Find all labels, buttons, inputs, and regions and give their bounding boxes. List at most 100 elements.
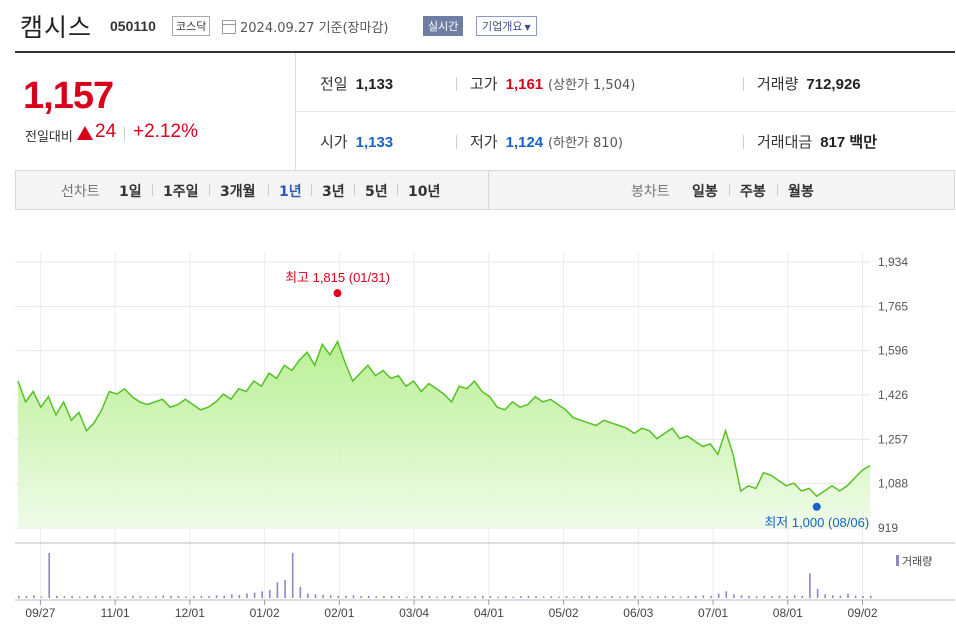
price-line (17, 339, 871, 498)
volume-bar (520, 596, 522, 598)
volume: 거래량 712,926 (757, 73, 861, 94)
volume-bar (56, 595, 58, 599)
volume-bar (124, 596, 127, 598)
volume-bar (801, 595, 804, 599)
high-label: 고가 (470, 75, 498, 93)
volume-bar (527, 595, 530, 599)
tab-monthly-candle[interactable]: 월봉 (788, 184, 814, 200)
volume-bar (733, 594, 735, 598)
volume-bar (421, 595, 423, 599)
calendar-icon (222, 20, 236, 34)
tab-3m[interactable]: 3개월 (220, 184, 256, 200)
tab-group-divider (488, 171, 489, 209)
volume-bar (147, 596, 149, 598)
volume-bar (291, 553, 294, 598)
x-tick-label: 12/01 (175, 606, 205, 620)
tab-daily-candle[interactable]: 일봉 (692, 184, 718, 200)
volume-bar (345, 595, 347, 599)
volume-bar (238, 594, 241, 599)
x-tick-label: 04/01 (474, 606, 504, 620)
x-tick-label: 09/27 (25, 606, 55, 620)
company-overview-button[interactable]: 기업개요 ▼ (476, 16, 537, 36)
volume-bar (246, 593, 248, 598)
volume-bar (116, 596, 119, 598)
stock-code: 050110 (110, 18, 156, 34)
min-marker (812, 502, 821, 511)
tab-1d[interactable]: 1일 (119, 184, 142, 200)
volume-bar (269, 589, 271, 598)
tab-weekly-candle[interactable]: 주봉 (740, 184, 766, 200)
tab-5y[interactable]: 5년 (365, 184, 388, 200)
quote-panel: 1,157 전일대비 24 +2.12% 전일 1,133 고가 1,161 (상한… (15, 51, 955, 171)
volume-bar (649, 596, 651, 598)
prev-close: 전일 1,133 (320, 73, 393, 94)
volume-bar (18, 595, 20, 599)
volume-bar (542, 596, 545, 598)
x-tick-label: 09/02 (848, 606, 878, 620)
volume-bar (78, 596, 81, 598)
volume-bar (193, 596, 195, 598)
volume-bar (489, 596, 492, 598)
tab-divider (397, 184, 398, 196)
volume-bar (177, 596, 180, 598)
volume-bar (337, 595, 340, 599)
volume-legend-swatch (896, 555, 899, 566)
volume-bar (626, 596, 629, 598)
volume-bar (793, 595, 796, 598)
tab-divider (729, 184, 730, 196)
change-divider (124, 127, 125, 141)
tab-divider (354, 184, 355, 196)
volume-bar (466, 596, 469, 598)
volume-bar (596, 596, 598, 598)
x-tick-label: 03/04 (399, 606, 429, 620)
tab-3y[interactable]: 3년 (322, 184, 345, 200)
volume-bar (809, 573, 811, 599)
chevron-down-icon: ▼ (524, 23, 531, 32)
volume-bar (755, 596, 758, 598)
volume-label: 거래량 (757, 75, 799, 93)
trade-amount-value: 817 백만 (820, 134, 877, 151)
tab-1w[interactable]: 1주일 (163, 184, 199, 200)
volume-bar (367, 595, 370, 599)
volume-bar (573, 596, 575, 598)
volume-bar (687, 596, 689, 598)
x-tick-label: 07/01 (698, 606, 728, 620)
tab-1y[interactable]: 1년 (279, 184, 302, 200)
change-value: 24 (95, 121, 117, 142)
volume-bar (109, 596, 111, 598)
volume-bar (63, 596, 66, 598)
realtime-button[interactable]: 실시간 (423, 16, 464, 36)
volume-bar (603, 596, 606, 598)
volume-bar (322, 594, 324, 599)
volume-bar (329, 595, 332, 598)
volume-bar (679, 596, 682, 598)
volume-bar (284, 580, 286, 598)
change-percent: +2.12% (133, 121, 198, 142)
volume-bar (314, 594, 317, 598)
low-price: 저가 1,124 (하한가 810) (470, 131, 623, 152)
volume-bar (48, 553, 50, 598)
volume-bar (101, 595, 104, 599)
volume-bar (535, 596, 537, 598)
trade-amount-label: 거래대금 (757, 133, 813, 151)
volume-bar (352, 595, 355, 598)
tab-10y[interactable]: 10년 (408, 184, 441, 200)
chart-period-tabs: 선차트 1일 1주일 3개월 1년 3년 5년 10년 봉차트 일봉 주봉 월봉 (15, 170, 955, 210)
prev-close-label: 전일 (320, 75, 348, 93)
trade-amount: 거래대금 817 백만 (757, 131, 877, 152)
volume-bar (40, 596, 43, 598)
company-overview-label: 기업개요 (482, 20, 523, 33)
volume-bar (185, 596, 187, 598)
volume-bar (307, 593, 309, 598)
price-area (18, 341, 870, 528)
volume-bar (657, 596, 659, 598)
y-tick-label: 1,088 (878, 477, 908, 491)
low-value: 1,124 (505, 134, 544, 151)
y-tick-label: 919 (878, 521, 898, 535)
volume-bar (550, 596, 553, 598)
volume-bar (375, 596, 378, 598)
up-arrow-icon (77, 126, 93, 140)
volume-bar (854, 595, 857, 599)
x-tick-label: 05/02 (549, 606, 579, 620)
volume-bar (725, 591, 728, 599)
